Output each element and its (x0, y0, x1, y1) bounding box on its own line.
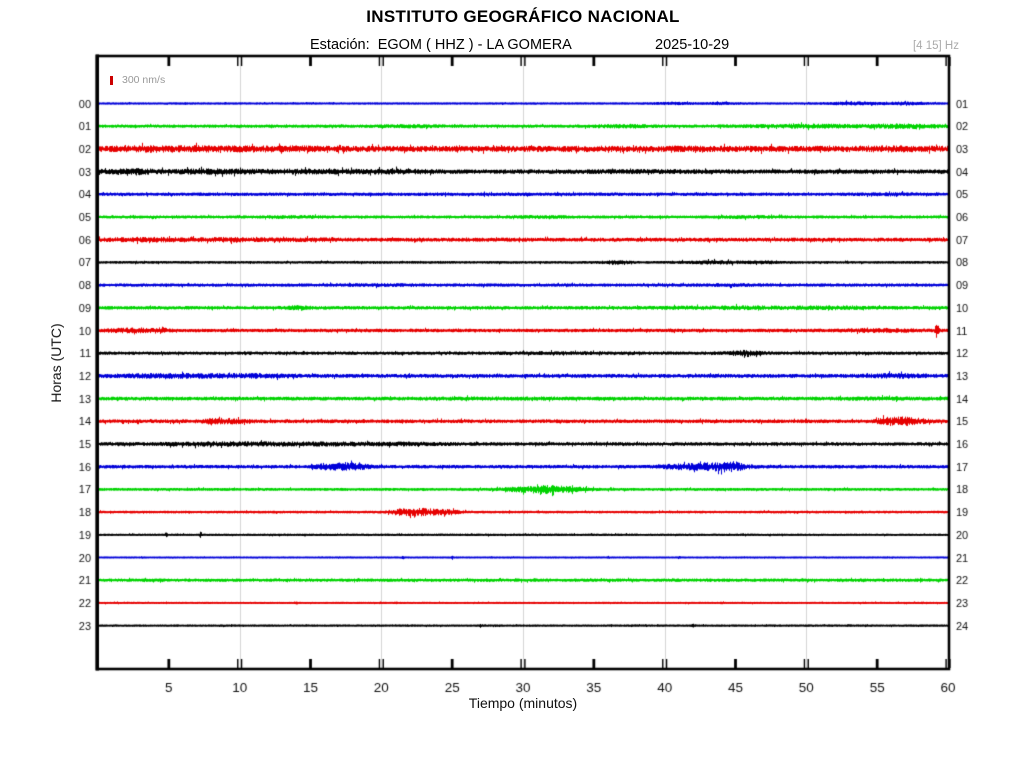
scale-tick-icon (110, 75, 113, 85)
x-axis-title: Tiempo (minutos) (468, 695, 578, 711)
filter-band-label: [4 15] Hz (912, 40, 959, 52)
y-axis-title: Horas (UTC) (48, 323, 64, 403)
page-title: INSTITUTO GEOGRÁFICO NACIONAL (366, 7, 680, 26)
station-label: Estación: EGOM ( HHZ ) - LA GOMERA (310, 37, 572, 53)
date-label: 2025-10-29 (655, 37, 730, 53)
scale-label: 300 nm/s (122, 74, 166, 86)
amplitude-scale-legend: 300 nm/s (110, 74, 165, 86)
